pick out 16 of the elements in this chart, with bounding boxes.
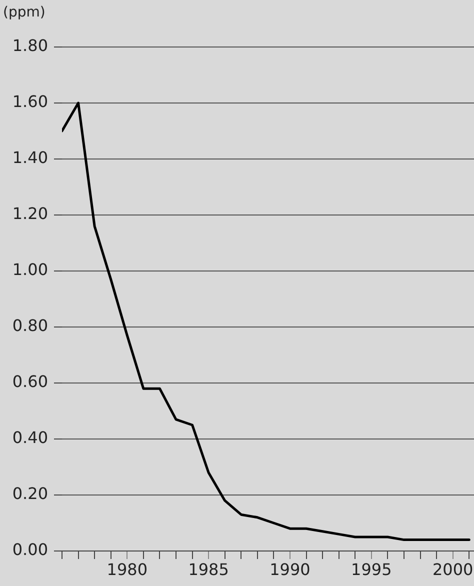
x-tick-label: 2000 <box>432 560 474 579</box>
y-tick-label: 0.60 <box>12 372 48 392</box>
x-tick-label: 1985 <box>188 560 229 579</box>
y-tick-label: 1.20 <box>12 204 48 224</box>
y-tick-label: 0.80 <box>12 316 48 336</box>
y-tick-label: 1.00 <box>12 260 48 280</box>
y-tick-label: 1.60 <box>12 92 48 112</box>
y-tick-label: 1.40 <box>12 148 48 168</box>
y-tick-label: 1.80 <box>12 36 48 56</box>
y-tick-label: 0.40 <box>12 428 48 448</box>
y-tick-label: 0.00 <box>12 540 48 560</box>
x-tick-label: 1995 <box>351 560 392 579</box>
y-axis-title: (ppm) <box>3 4 46 21</box>
x-tick-label: 1980 <box>106 560 148 579</box>
y-tick-label: 0.20 <box>12 484 48 504</box>
x-tick-label: 1990 <box>270 560 310 579</box>
